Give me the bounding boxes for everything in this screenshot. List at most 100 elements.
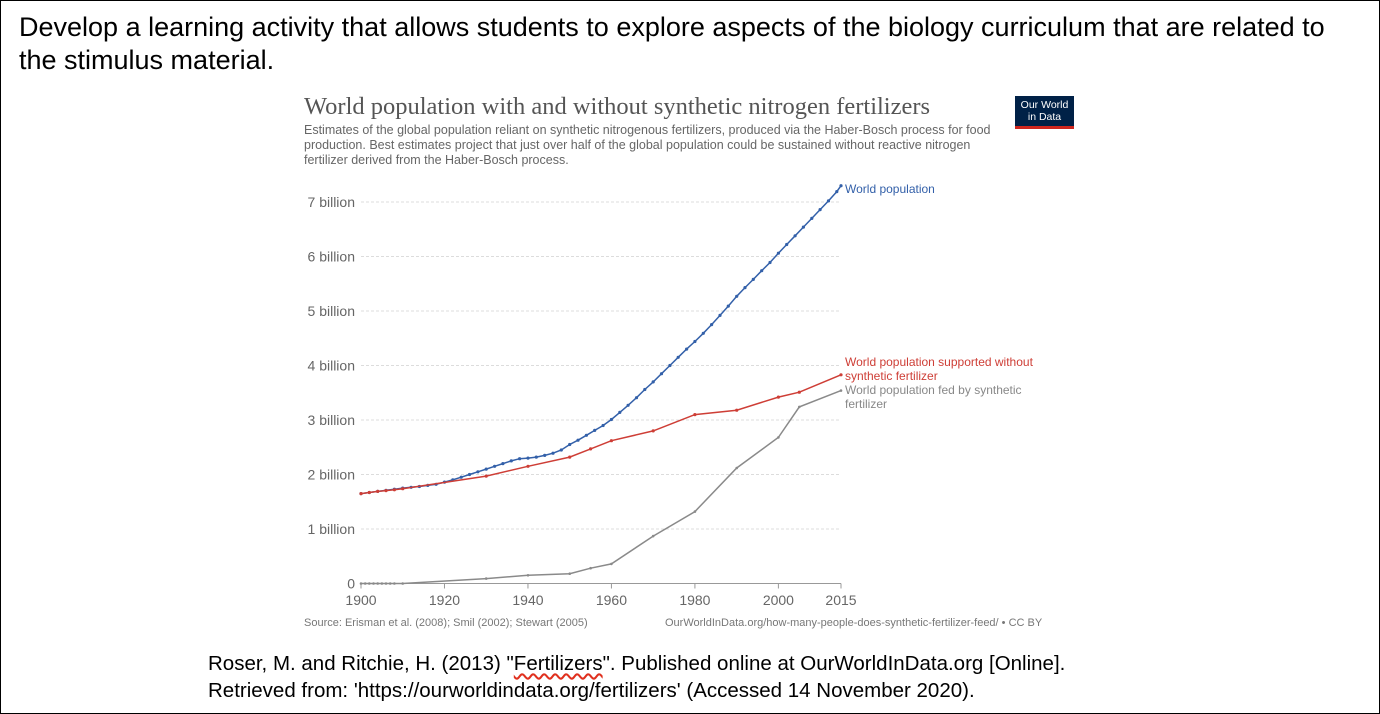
x-tick-label: 2015	[825, 592, 856, 608]
data-point	[484, 577, 488, 580]
owid-logo[interactable]: Our World in Data	[1015, 96, 1074, 129]
series-label: synthetic fertilizer	[845, 369, 938, 383]
series-label: World population supported without	[845, 355, 1034, 369]
data-point	[777, 436, 780, 439]
series-label: World population fed by synthetic	[845, 383, 1022, 397]
data-point	[798, 405, 801, 409]
data-point	[735, 466, 738, 470]
data-point	[785, 242, 789, 247]
citation-pre: Roser, M. and Ritchie, H. (2013) "	[208, 652, 514, 675]
data-point	[726, 304, 730, 308]
owid-logo-line1: Our World	[1020, 99, 1069, 111]
data-point	[651, 534, 655, 538]
data-point	[484, 474, 488, 478]
data-point	[551, 451, 555, 455]
x-tick-label: 1960	[596, 592, 627, 608]
data-point	[835, 190, 839, 194]
data-point	[493, 464, 497, 468]
data-point	[559, 448, 563, 452]
data-point	[401, 582, 405, 585]
data-point	[609, 417, 614, 422]
data-point	[685, 347, 689, 351]
chart-subtitle: Estimates of the global population relia…	[304, 123, 991, 167]
data-point	[776, 395, 781, 399]
data-point	[384, 489, 388, 493]
citation-title-word: Fertilizers	[513, 652, 603, 675]
data-point	[735, 408, 739, 412]
data-point	[793, 234, 797, 238]
data-point	[384, 582, 388, 585]
data-point	[839, 184, 843, 188]
data-point	[818, 208, 822, 212]
data-point	[743, 286, 747, 290]
data-point	[610, 562, 613, 566]
y-tick-label: 0	[347, 576, 355, 592]
data-point	[668, 363, 672, 368]
chart-series	[359, 184, 843, 585]
data-point	[376, 582, 380, 585]
y-tick-label: 3 billion	[308, 412, 355, 428]
series-line	[360, 185, 842, 495]
data-point	[534, 455, 538, 459]
data-point	[768, 260, 772, 265]
data-point	[459, 475, 463, 479]
data-point	[518, 457, 522, 461]
data-point	[626, 403, 630, 407]
y-tick-label: 5 billion	[308, 303, 355, 319]
y-axis-ticks: 0 1 billion 2 billion 3 billion 4 billion 5 b…	[308, 194, 356, 592]
data-point	[543, 453, 547, 457]
prompt-text: Develop a learning activity that allows …	[19, 12, 1325, 75]
chart-url[interactable]: OurWorldInData.org/how-many-people-does-…	[665, 617, 1043, 629]
data-point	[509, 459, 513, 463]
y-tick-label: 6 billion	[308, 249, 355, 265]
data-point	[710, 323, 714, 327]
data-point	[693, 339, 697, 344]
data-point	[659, 372, 664, 376]
x-tick-label: 1920	[429, 592, 460, 608]
x-axis: 1900 1920 1940 1960 1980 2000 2015	[345, 583, 857, 608]
data-point	[568, 442, 572, 447]
data-point	[568, 572, 571, 575]
series-line	[360, 374, 842, 495]
data-point	[589, 566, 592, 570]
data-point	[380, 582, 384, 585]
data-point	[476, 470, 480, 474]
data-point	[735, 294, 739, 298]
y-tick-label: 1 billion	[308, 521, 355, 537]
series-label: fertilizer	[845, 397, 887, 411]
owid-logo-line2: in Data	[1027, 111, 1062, 123]
data-point	[367, 490, 371, 495]
data-point	[609, 439, 614, 443]
chart-title: World population with and without synthe…	[304, 93, 931, 120]
data-point	[693, 413, 697, 417]
data-point	[576, 438, 580, 442]
y-tick-label: 2 billion	[308, 467, 355, 483]
data-point	[526, 574, 530, 577]
x-tick-label: 2000	[763, 592, 794, 608]
data-point	[568, 455, 572, 459]
x-tick-label: 1900	[345, 592, 376, 608]
data-point	[388, 582, 392, 585]
data-point	[584, 433, 589, 437]
series-label: World population	[845, 182, 935, 196]
data-point	[368, 582, 371, 585]
y-tick-label: 7 billion	[308, 194, 355, 210]
data-point	[484, 467, 488, 471]
x-tick-label: 1940	[512, 592, 543, 608]
data-point	[643, 387, 647, 392]
data-point	[526, 456, 530, 460]
data-point	[618, 410, 622, 414]
data-point	[359, 582, 363, 585]
data-point	[392, 488, 396, 492]
data-point	[810, 216, 814, 220]
data-point	[467, 472, 472, 477]
data-point	[776, 251, 781, 255]
data-point	[372, 582, 375, 585]
data-point	[501, 462, 505, 466]
citation-retrieved: Retrieved from: 'https://ourworldindata.…	[208, 679, 975, 702]
data-point	[363, 582, 367, 585]
data-point	[676, 355, 680, 359]
data-point	[701, 331, 705, 335]
data-point	[826, 199, 831, 203]
